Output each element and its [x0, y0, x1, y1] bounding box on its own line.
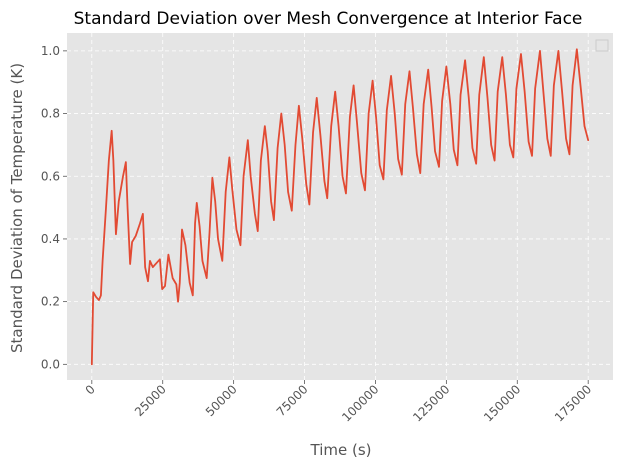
x-tick-label: 150000 — [481, 382, 523, 424]
y-tick-label: 0.4 — [41, 232, 60, 246]
x-tick-label: 50000 — [203, 382, 240, 419]
y-tick-label: 1.0 — [41, 44, 60, 58]
series-group — [90, 48, 590, 366]
plot-background — [67, 33, 613, 380]
x-axis-ticks: 0 25000 50000 75000 100000 125000 150000 175000 — [83, 380, 594, 425]
y-axis-ticks: 0.0 0.2 0.4 0.6 0.8 1.0 — [41, 44, 67, 371]
y-tick-label: 0.0 — [41, 357, 60, 371]
x-tick-label: 25000 — [132, 382, 169, 419]
x-tick-label: 0 — [83, 382, 98, 397]
x-tick-label: 75000 — [274, 382, 311, 419]
y-tick-label: 0.2 — [41, 295, 60, 309]
series-line — [90, 48, 590, 366]
x-axis-label: Time (s) — [310, 441, 372, 459]
y-tick-label: 0.6 — [41, 169, 60, 183]
x-tick-label: 100000 — [339, 382, 381, 424]
chart-title: Standard Deviation over Mesh Convergence… — [74, 9, 583, 29]
x-tick-label: 175000 — [552, 382, 594, 424]
y-tick-label: 0.8 — [41, 107, 60, 121]
x-tick-label: 125000 — [410, 382, 452, 424]
y-axis-label: Standard Deviation of Temperature (K) — [8, 63, 26, 353]
grid-lines — [67, 33, 613, 380]
legend-box — [595, 39, 609, 52]
